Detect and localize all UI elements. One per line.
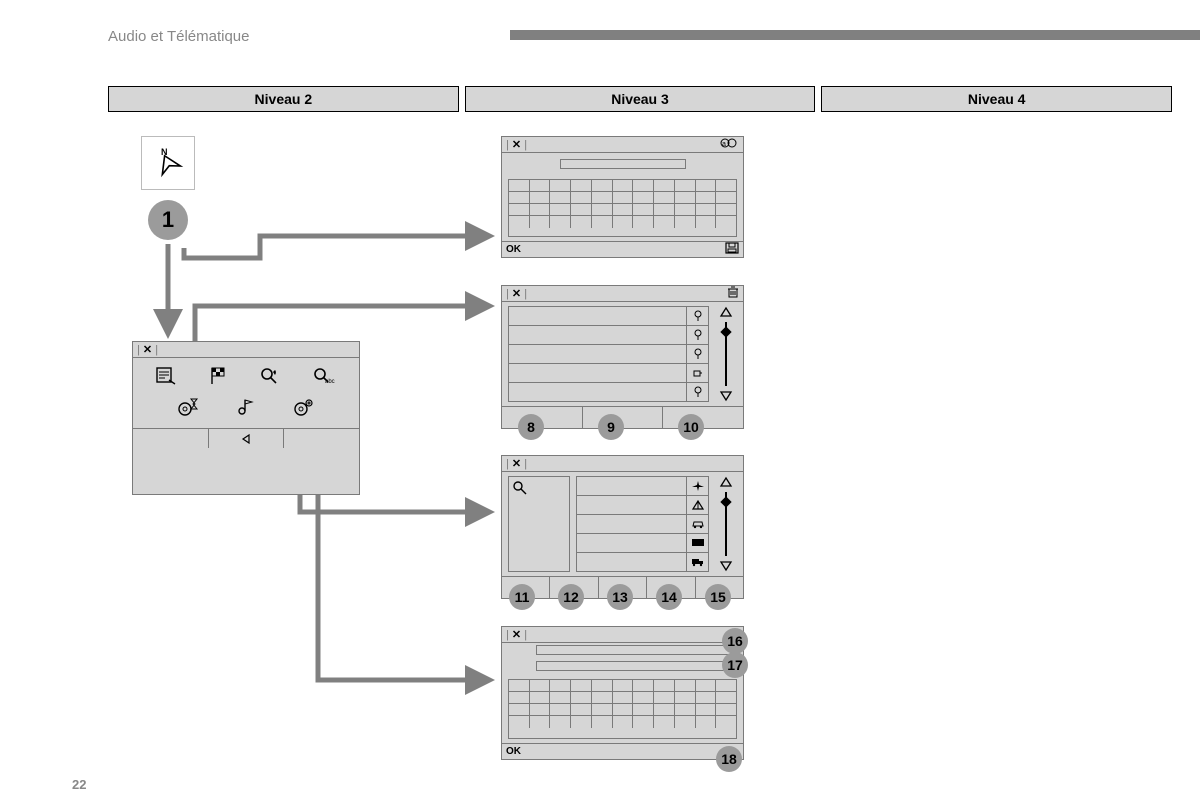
- car-icon: [691, 519, 705, 529]
- step-badge-8: 8: [518, 414, 544, 440]
- step-badge-1: 1: [148, 200, 188, 240]
- text-input-field-2[interactable]: [536, 661, 733, 671]
- scroll-up-icon[interactable]: [719, 306, 733, 318]
- level-cell-3: Niveau 3: [465, 86, 816, 112]
- header-title: Audio et Télématique: [108, 28, 249, 45]
- screen-icon: [691, 538, 705, 548]
- pin-icon: [693, 329, 703, 341]
- menu-panel: | ✕ | abc: [132, 341, 360, 495]
- tent-icon: [691, 499, 705, 511]
- pin-icon: [693, 348, 703, 360]
- step-badge-15: 15: [705, 584, 731, 610]
- search-icon[interactable]: [512, 480, 528, 496]
- close-icon[interactable]: ✕: [512, 629, 521, 641]
- step-badge-12: 12: [558, 584, 584, 610]
- route-icon: [693, 367, 703, 379]
- header-bar: [510, 30, 1200, 40]
- svg-text:a: a: [722, 141, 726, 148]
- search-pin-icon[interactable]: [259, 366, 281, 391]
- scroll-down-icon[interactable]: [719, 560, 733, 572]
- step-badge-13: 13: [607, 584, 633, 610]
- step-badge-16: 16: [722, 628, 748, 654]
- mode-toggle-icon[interactable]: a: [719, 137, 739, 152]
- trash-icon[interactable]: [727, 286, 739, 301]
- truck-icon: [691, 557, 705, 567]
- settings-hourglass-icon[interactable]: [177, 397, 199, 422]
- level-header-row: Niveau 2 Niveau 3 Niveau 4: [108, 86, 1172, 112]
- airplane-icon: [691, 480, 705, 492]
- settings-gear-icon[interactable]: [293, 397, 315, 422]
- close-icon[interactable]: ✕: [512, 458, 521, 470]
- form-icon[interactable]: [155, 366, 177, 391]
- ok-button[interactable]: OK: [506, 746, 521, 757]
- step-badge-9: 9: [598, 414, 624, 440]
- step-badge-18: 18: [716, 746, 742, 772]
- pointer-left-icon[interactable]: [240, 433, 252, 445]
- close-icon[interactable]: ✕: [512, 288, 521, 300]
- keyboard-grid[interactable]: [508, 179, 737, 237]
- flag-checkered-icon[interactable]: [208, 366, 228, 391]
- page-number: 22: [72, 777, 86, 792]
- ok-button[interactable]: OK: [506, 244, 521, 255]
- step-badge-10: 10: [678, 414, 704, 440]
- close-icon[interactable]: ✕: [143, 344, 152, 356]
- pin-icon: [693, 310, 703, 322]
- text-input-field-1[interactable]: [536, 645, 733, 655]
- step-badge-14: 14: [656, 584, 682, 610]
- poi-panel-3: | ✕ |: [501, 455, 744, 599]
- level-cell-4: Niveau 4: [821, 86, 1172, 112]
- keyboard-panel-4: | ✕ | OK: [501, 626, 744, 760]
- level-cell-2: Niveau 2: [108, 86, 459, 112]
- text-input-field[interactable]: [560, 159, 686, 169]
- scroll-up-icon[interactable]: [719, 476, 733, 488]
- scroll-down-icon[interactable]: [719, 390, 733, 402]
- step-badge-17: 17: [722, 652, 748, 678]
- save-icon[interactable]: [725, 242, 739, 257]
- menu-bottom-bar: [133, 428, 359, 448]
- menu-panel-titlebar: | ✕ |: [133, 342, 359, 358]
- keyboard-panel-1: | ✕ | a OK: [501, 136, 744, 258]
- step-badge-11: 11: [509, 584, 535, 610]
- list-panel-2: | ✕ |: [501, 285, 744, 429]
- search-abc-icon[interactable]: abc: [312, 366, 338, 391]
- navigation-arrow-icon: N: [150, 145, 186, 181]
- close-icon[interactable]: ✕: [512, 139, 521, 151]
- keyboard-grid[interactable]: [508, 679, 737, 739]
- pin-icon: [693, 386, 703, 398]
- svg-text:abc: abc: [325, 379, 335, 385]
- flag-note-icon[interactable]: [236, 397, 256, 422]
- navigation-icon-box[interactable]: N: [141, 136, 195, 190]
